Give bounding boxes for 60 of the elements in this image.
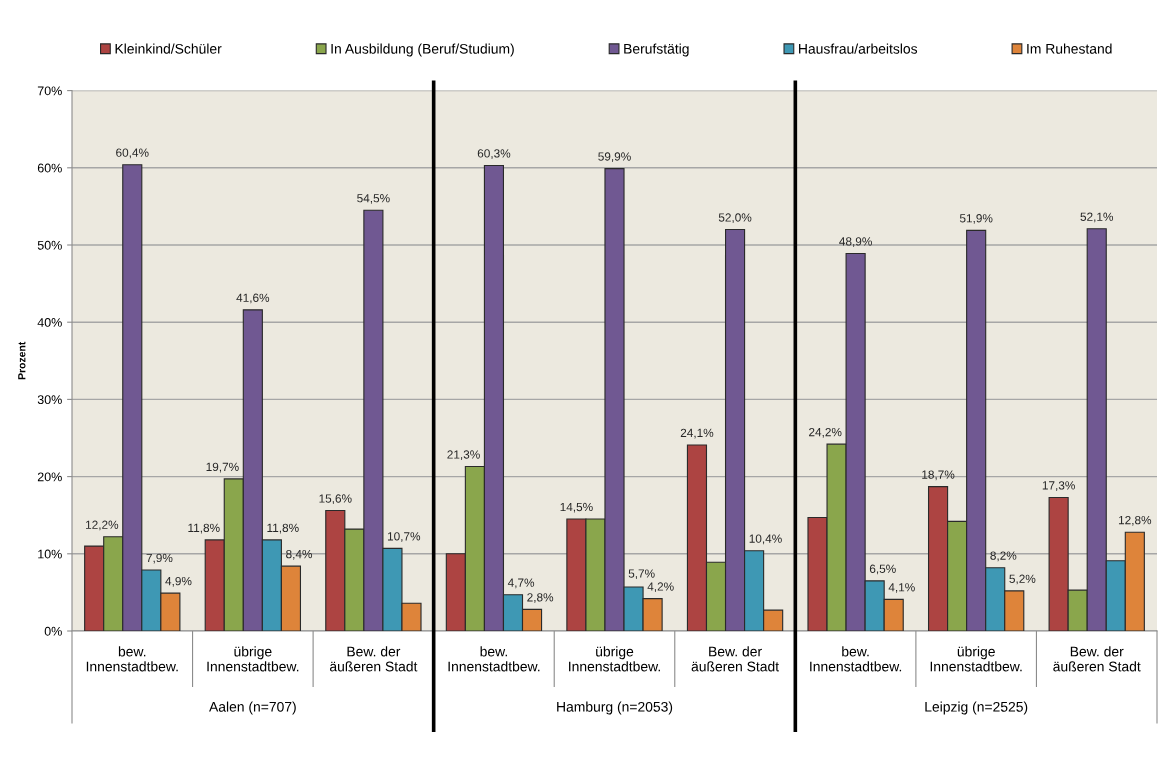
x-tick-label: übrige Innenstadtbew. [569, 646, 660, 672]
x-tick-label: Bew. der äußeren Stadt [691, 646, 779, 672]
y-tick-label: 60% [37, 163, 62, 173]
data-label: 41,6% [236, 293, 270, 304]
data-label: 4,7% [507, 578, 535, 589]
x-tick-label: bew. Innenstadtbew. [448, 646, 540, 672]
data-label: 52,1% [1080, 212, 1114, 223]
data-label: 11,8% [188, 523, 220, 534]
legend-label: Hausfrau/arbeitslos [799, 43, 918, 54]
legend-label: Kleinkind/Schüler [115, 43, 222, 54]
x-tick-label: bew. Innenstadtbew. [86, 646, 178, 672]
data-label: 52,0% [718, 213, 752, 224]
data-label: 17,3% [1042, 481, 1075, 491]
data-label: 54,5% [357, 194, 390, 204]
data-label: 10,7% [387, 532, 421, 542]
data-label: 4,1% [888, 583, 915, 593]
legend-label: Berufstätig [624, 43, 689, 57]
data-label: 24,1% [680, 428, 714, 439]
data-label: 8,4% [286, 549, 313, 560]
data-label: 12,2% [86, 520, 119, 531]
y-tick-label: 30% [37, 395, 62, 405]
data-label: 60,4% [116, 148, 149, 159]
text: Hamburg (n=2053) [557, 701, 673, 715]
data-label: 5,2% [1009, 574, 1036, 585]
data-label: 18,7% [922, 470, 955, 481]
data-label: 21,3% [447, 450, 480, 461]
text: Aalen (n=707) [209, 701, 296, 715]
data-label: 4,9% [165, 576, 192, 587]
data-label: 24,2% [809, 427, 842, 438]
data-label: 14,5% [560, 502, 593, 513]
data-label: 51,9% [959, 214, 993, 224]
y-tick-label: 20% [37, 472, 62, 482]
data-label: 4,2% [647, 582, 674, 593]
data-label: 48,9% [839, 237, 872, 247]
data-label: 19,7% [206, 462, 239, 473]
y-tick-label: 10% [38, 549, 62, 559]
data-label: 60,3% [477, 149, 511, 159]
data-label: 2,8% [527, 593, 554, 603]
data-label: 12,8% [1118, 515, 1152, 526]
data-label: 10,4% [749, 534, 782, 545]
data-label: 5,7% [628, 569, 655, 580]
data-label: 7,9% [146, 553, 173, 564]
x-tick-label: bew. Innenstadtbew. [810, 646, 902, 672]
text: Leipzig (n=2525) [925, 701, 1028, 715]
y-tick-label: 0% [44, 626, 62, 636]
legend-label: Im Ruhestand [1027, 43, 1112, 54]
data-label: 6,5% [869, 564, 896, 575]
data-label: 59,9% [598, 152, 631, 163]
data-label: 8,2% [990, 551, 1017, 562]
y-tick-label: 70% [37, 86, 62, 96]
y-tick-label: 50% [37, 240, 62, 250]
data-label: 11,8% [267, 523, 299, 534]
x-tick-label: Bew. der äußeren Stadt [329, 646, 418, 672]
x-tick-label: übrige Innenstadtbew. [207, 646, 299, 672]
x-tick-label: übrige Innenstadtbew. [930, 646, 1022, 672]
legend-label: In Ausbildung (Beruf/Studium) [331, 43, 514, 57]
x-tick-label: Bew. der äußeren Stadt [1053, 646, 1141, 672]
data-label: 15,6% [319, 494, 352, 505]
y-axis-title: Prozent [18, 341, 26, 380]
y-tick-label: 40% [37, 318, 62, 327]
